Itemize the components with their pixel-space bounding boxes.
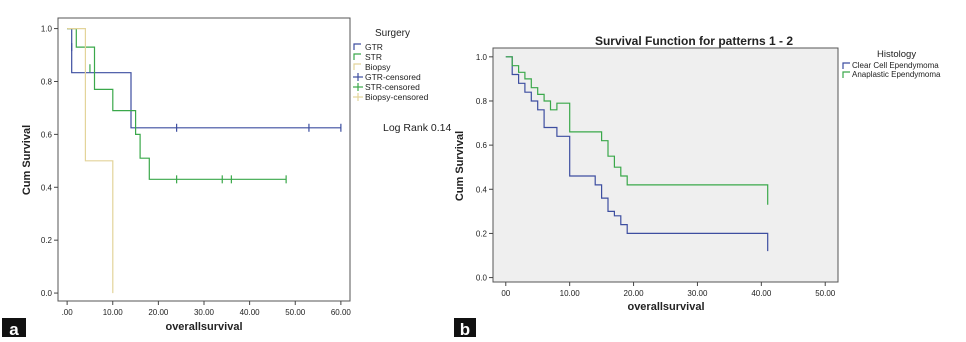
plot-area-a bbox=[57, 17, 351, 302]
panel-label-a: a bbox=[9, 320, 19, 337]
series-line-1 bbox=[505, 56, 769, 252]
panel-label-b: b bbox=[460, 320, 470, 337]
y-axis-label-b: Cum Survival bbox=[454, 131, 466, 201]
legend-swatch bbox=[353, 53, 361, 60]
y-tick-label: 1.0 bbox=[476, 53, 488, 62]
x-tick-label: 50.00 bbox=[285, 308, 306, 317]
series-line-3 bbox=[67, 28, 114, 294]
x-tick-label: 20.00 bbox=[148, 308, 169, 317]
legend-swatch bbox=[842, 62, 850, 69]
series-line-2 bbox=[67, 28, 287, 180]
x-tick-label: 30.00 bbox=[194, 308, 215, 317]
legend-swatch bbox=[842, 71, 850, 78]
legend-item-label: Biopsy-censored bbox=[365, 92, 429, 102]
y-tick-label: 0.4 bbox=[41, 183, 53, 192]
y-tick-label: 0.2 bbox=[476, 229, 488, 238]
x-axis-label-a: overallsurvival bbox=[165, 321, 242, 333]
plot-area-b bbox=[492, 47, 839, 283]
legend-swatch bbox=[353, 63, 361, 70]
x-tick-label: 40.00 bbox=[751, 289, 772, 298]
legend-item-label: Clear Cell Ependymoma bbox=[852, 61, 939, 70]
legend-item-label: GTR bbox=[365, 42, 383, 52]
legend-title-a: Surgery bbox=[375, 28, 410, 39]
y-axis-label-a: Cum Survival bbox=[21, 125, 33, 195]
x-axis-label-b: overallsurvival bbox=[627, 301, 704, 313]
panel-b: Survival Function for patterns 1 - 2 0.0… bbox=[454, 34, 941, 339]
y-tick-label: 0.0 bbox=[476, 274, 488, 283]
x-tick-label: 10.00 bbox=[103, 308, 124, 317]
legend-a: GTRSTRBiopsyGTR-censoredSTR-censoredBiop… bbox=[353, 42, 429, 102]
legend-item-label: Anaplastic Ependymoma bbox=[852, 70, 941, 79]
y-tick-label: 1.0 bbox=[41, 25, 53, 34]
y-tick-label: 0.6 bbox=[476, 141, 488, 150]
y-tick-label: 0.6 bbox=[41, 130, 53, 139]
y-tick-label: 0.0 bbox=[41, 289, 53, 298]
x-tick-label: 20.00 bbox=[624, 289, 645, 298]
panel-label-bg-a bbox=[2, 318, 26, 337]
panel-a: 0.0 0.2 0.4 0.6 0.8 1.0 .00 10.00 20.00 30.00 40.… bbox=[2, 17, 451, 339]
legend-item-label: Biopsy bbox=[365, 62, 391, 72]
legend-item-label: STR-censored bbox=[365, 82, 420, 92]
series-line-2 bbox=[505, 56, 769, 205]
legend-title-b: Histology bbox=[877, 49, 916, 60]
x-tick-label: 30.00 bbox=[687, 289, 708, 298]
legend-item-label: GTR-censored bbox=[365, 72, 421, 82]
panel-label-bg-b bbox=[454, 318, 476, 337]
x-tick-label: .00 bbox=[62, 308, 74, 317]
chart-title-b: Survival Function for patterns 1 - 2 bbox=[595, 34, 793, 48]
x-tick-label: 00 bbox=[501, 289, 510, 298]
log-rank-annotation: Log Rank 0.14 bbox=[383, 122, 451, 134]
y-tick-label: 0.2 bbox=[41, 236, 53, 245]
x-tick-label: 50.00 bbox=[815, 289, 836, 298]
x-tick-label: 10.00 bbox=[560, 289, 581, 298]
legend-item-label: STR bbox=[365, 52, 382, 62]
y-tick-label: 0.8 bbox=[476, 97, 488, 106]
x-tick-label: 40.00 bbox=[240, 308, 261, 317]
x-tick-label: 60.00 bbox=[331, 308, 352, 317]
legend-swatch bbox=[353, 43, 361, 50]
y-tick-label: 0.8 bbox=[41, 77, 53, 86]
y-tick-label: 0.4 bbox=[476, 185, 488, 194]
